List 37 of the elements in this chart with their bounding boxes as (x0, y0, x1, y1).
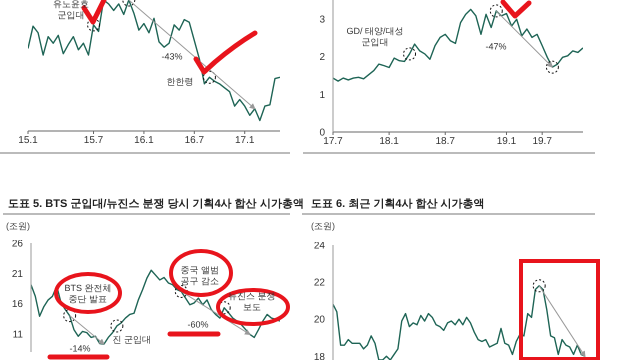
x-tick-label: 16.1 (134, 135, 154, 146)
y-tick-label: 22 (314, 278, 326, 289)
y-tick-label: 11 (12, 329, 24, 340)
y-tick-label: 2 (319, 52, 326, 64)
x-tick-label: 18.7 (436, 136, 456, 148)
annotation: -14% (68, 344, 92, 354)
y-axis-title: (조원) (6, 220, 30, 233)
annotation: BTS 완전체 중단 발표 (63, 283, 112, 305)
x-tick-label: 18.1 (379, 136, 400, 148)
x-tick-label: 17.1 (234, 135, 255, 146)
y-tick-label: 0 (319, 128, 326, 139)
y-tick-label: 1 (319, 90, 326, 101)
annotation: -60% (186, 320, 210, 330)
chart-title: 도표 6. 최근 기획4사 합산 시가총액 (311, 197, 485, 211)
y-tick-label: 16 (12, 299, 24, 310)
y-tick-label: 26 (12, 238, 24, 250)
y-axis-title: (조원) (311, 220, 335, 233)
annotation: 유노윤호 군입대 (52, 0, 90, 21)
x-tick-label: 19.7 (532, 136, 552, 148)
annotation: 한한령 (166, 76, 194, 88)
annotation: 중국 앨범 공구 감소 (180, 265, 220, 287)
x-tick-label: 16.7 (184, 135, 204, 146)
x-tick-label: 19.1 (496, 136, 517, 148)
x-tick-label: 15.1 (18, 135, 38, 146)
annotation: -43% (160, 52, 184, 62)
chart-title: 도표 5. BTS 군입대/뉴진스 분쟁 당시 기획4사 합산 시가총액 (8, 197, 304, 211)
y-tick-label: 21 (12, 268, 24, 280)
annotation: 진 군입대 (112, 334, 152, 346)
y-tick-label: 3 (319, 14, 326, 26)
x-tick-label: 15.7 (84, 135, 104, 146)
y-tick-label: 20 (314, 314, 326, 326)
y-tick-label: 24 (314, 240, 326, 252)
y-tick-label: 18 (314, 352, 326, 360)
annotation: GD/ 태양/대성 군입대 (345, 26, 404, 48)
annotation: -47% (484, 42, 508, 52)
annotation: 뉴진스 분쟁 보도 (227, 291, 277, 313)
x-tick-label: 17.7 (323, 136, 344, 148)
